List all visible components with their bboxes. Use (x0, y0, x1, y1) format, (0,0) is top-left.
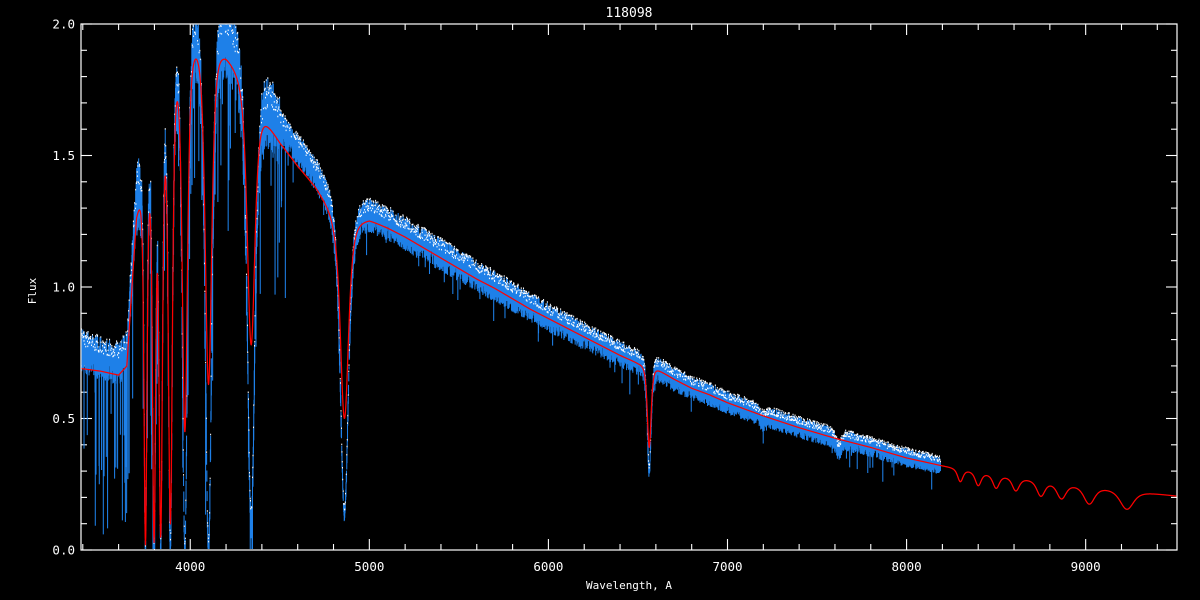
y-tick-label: 1.5 (52, 148, 75, 163)
plot-contents: 4000 5000 6000 7000 8000 9000 0.0 0.5 1.0 1.5 2.0 (52, 17, 1178, 574)
y-tick-label: 2.0 (52, 17, 75, 32)
x-tick-label: 6000 (533, 559, 563, 574)
data-layer (81, 24, 1177, 549)
page-title: 118098 (606, 6, 653, 21)
x-axis-label: Wavelength, A (586, 579, 672, 592)
x-tick-label: 4000 (175, 559, 205, 574)
x-tick-label: 9000 (1071, 559, 1101, 574)
model-spectrum-red (81, 58, 1177, 546)
x-tick-label: 7000 (712, 559, 742, 574)
y-tick-label: 0.0 (52, 543, 75, 558)
y-tick-label: 1.0 (52, 280, 75, 295)
y-axis-label: Flux (26, 277, 39, 304)
y-tick-label: 0.5 (52, 411, 75, 426)
x-tick-label: 5000 (354, 559, 384, 574)
x-tick-label: 8000 (892, 559, 922, 574)
